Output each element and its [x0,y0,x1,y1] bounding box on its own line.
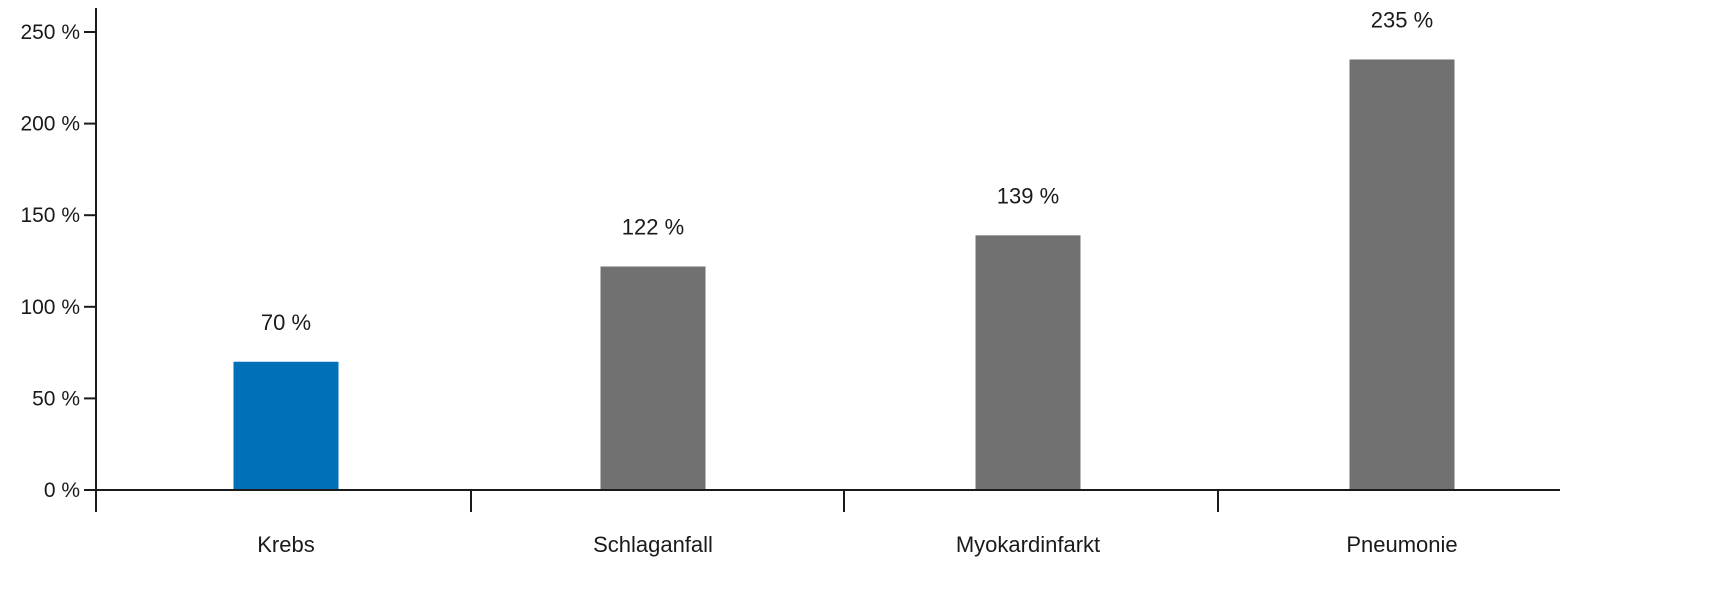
data-label: 235 % [1371,7,1433,32]
category-label: Schlaganfall [593,532,713,557]
y-tick-label: 50 % [32,387,80,410]
x-axis-ticks [95,490,1219,512]
category-label: Pneumonie [1346,532,1457,557]
bar [233,361,339,490]
y-tick-label: 200 % [20,113,80,136]
bar [975,235,1081,490]
bar [1349,59,1455,490]
category-label: Myokardinfarkt [956,532,1100,557]
y-tick-label: 0 % [44,479,80,502]
y-tick-label: 250 % [20,21,80,44]
data-label: 122 % [622,214,684,239]
data-label: 139 % [997,183,1059,208]
bars [233,59,1455,490]
category-label: Krebs [257,532,314,557]
data-labels: 70 % 122 % 139 % 235 % [261,7,1433,334]
y-tick-label: 100 % [20,296,80,319]
y-tick-label: 150 % [20,204,80,227]
category-labels: Krebs Schlaganfall Myokardinfarkt Pneumonie [257,532,1457,557]
bar [600,266,706,490]
y-axis-ticks: 0 % 50 % 100 % 150 % 200 % 250 % [20,21,96,502]
data-label: 70 % [261,310,311,335]
